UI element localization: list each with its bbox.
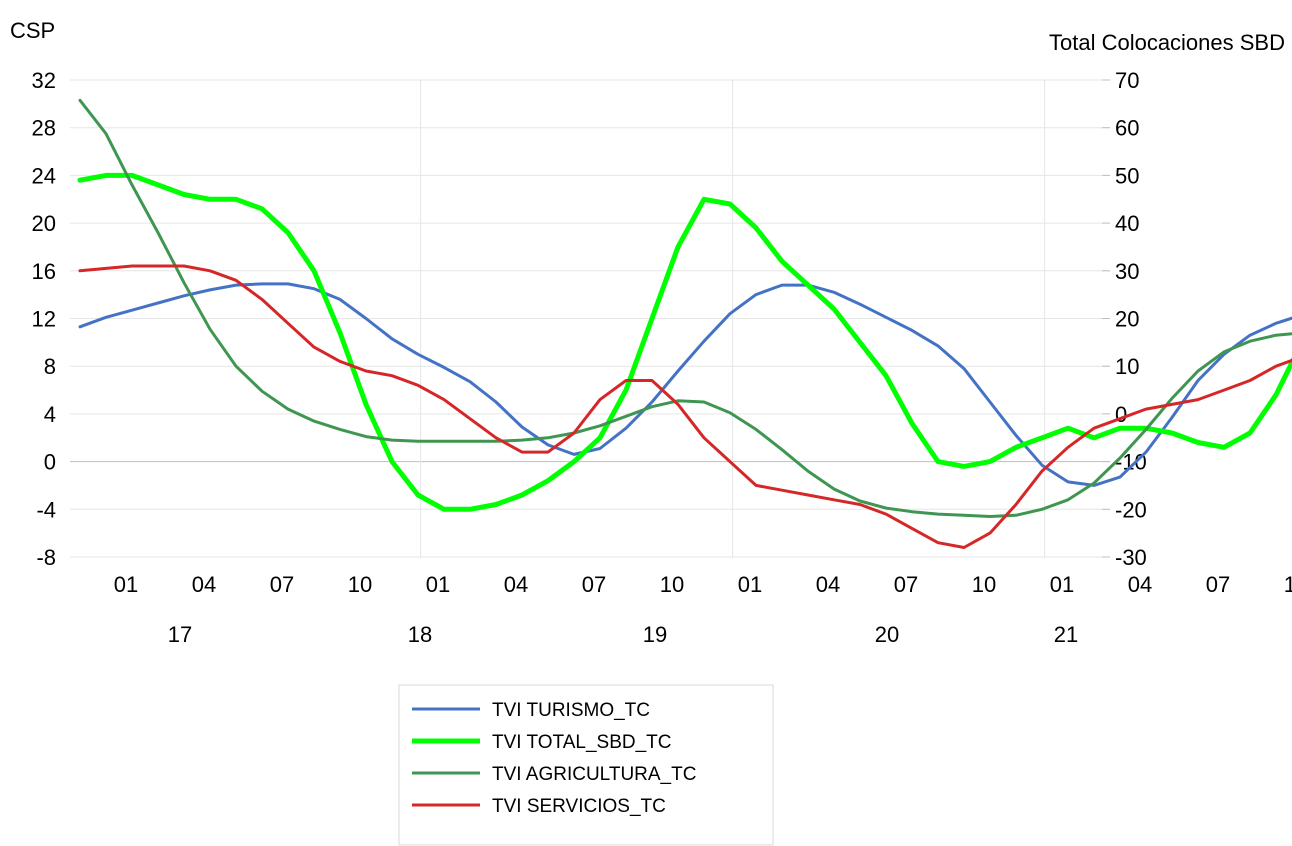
right-tick-label: 60 (1115, 116, 1139, 141)
x-tick-label: 04 (192, 572, 216, 597)
right-tick-label: 70 (1115, 68, 1139, 93)
x-tick-label: 01 (1050, 572, 1074, 597)
left-tick-label: 28 (32, 116, 56, 141)
right-tick-label: 50 (1115, 163, 1139, 188)
x-tick-label: 10 (348, 572, 372, 597)
legend-label: TVI AGRICULTURA_TC (492, 764, 696, 785)
right-axis-ticks: 70 60 50 40 30 20 10 0 -10 -20 -30 (1102, 68, 1147, 570)
x-tick-label: 07 (894, 572, 918, 597)
year-labels: 17 18 19 20 21 (168, 622, 1078, 647)
x-tick-label: 10 (972, 572, 996, 597)
x-tick-label: 07 (270, 572, 294, 597)
left-tick-label: 32 (32, 68, 56, 93)
x-tick-label: 07 (582, 572, 606, 597)
year-label: 17 (168, 622, 192, 647)
right-tick-label: -30 (1115, 545, 1147, 570)
series-line (78, 264, 1292, 549)
year-label: 18 (408, 622, 432, 647)
series-line (77, 172, 1292, 512)
right-tick-label: -20 (1115, 497, 1147, 522)
right-tick-label: 40 (1115, 211, 1139, 236)
left-tick-label: 16 (32, 259, 56, 284)
legend-label: TVI SERVICIOS_TC (492, 796, 666, 817)
legend-label: TVI TURISMO_TC (492, 700, 650, 721)
left-axis-ticks: 32 28 24 20 16 12 8 4 0 -4 -8 (32, 68, 56, 570)
left-tick-label: 0 (44, 450, 56, 475)
year-label: 20 (875, 622, 899, 647)
right-tick-label: 10 (1115, 354, 1139, 379)
left-axis-title: CSP (10, 18, 55, 43)
x-tick-label: 04 (504, 572, 528, 597)
right-tick-label: 0 (1115, 402, 1127, 427)
series-lines (77, 98, 1292, 549)
series-line (78, 98, 1292, 518)
left-tick-label: -4 (36, 497, 56, 522)
x-axis-ticks: 010407100104071001040710010407100104 (114, 572, 1292, 597)
left-tick-label: 12 (32, 307, 56, 332)
x-tick-label: 01 (738, 572, 762, 597)
legend: TVI TURISMO_TC TVI TOTAL_SBD_TC TVI AGRICU… (398, 684, 774, 846)
legend-box (398, 684, 774, 846)
x-tick-label: 10 (660, 572, 684, 597)
x-tick-label: 04 (816, 572, 840, 597)
gridlines (70, 79, 1110, 558)
x-tick-label: 01 (426, 572, 450, 597)
right-tick-label: 30 (1115, 259, 1139, 284)
left-tick-label: 24 (32, 163, 56, 188)
x-tick-label: 07 (1206, 572, 1230, 597)
left-tick-label: -8 (36, 545, 56, 570)
right-tick-label: 20 (1115, 307, 1139, 332)
right-axis-title: Total Colocaciones SBD (1049, 30, 1285, 55)
x-tick-label: 01 (114, 572, 138, 597)
left-tick-label: 8 (44, 354, 56, 379)
x-tick-label: 04 (1128, 572, 1152, 597)
right-tick-label: -10 (1115, 450, 1147, 475)
series-line (78, 282, 1292, 487)
x-tick-label: 10 (1284, 572, 1292, 597)
legend-label: TVI TOTAL_SBD_TC (492, 732, 672, 753)
year-label: 19 (643, 622, 667, 647)
left-tick-label: 20 (32, 211, 56, 236)
left-tick-label: 4 (44, 402, 56, 427)
year-label: 21 (1054, 622, 1078, 647)
